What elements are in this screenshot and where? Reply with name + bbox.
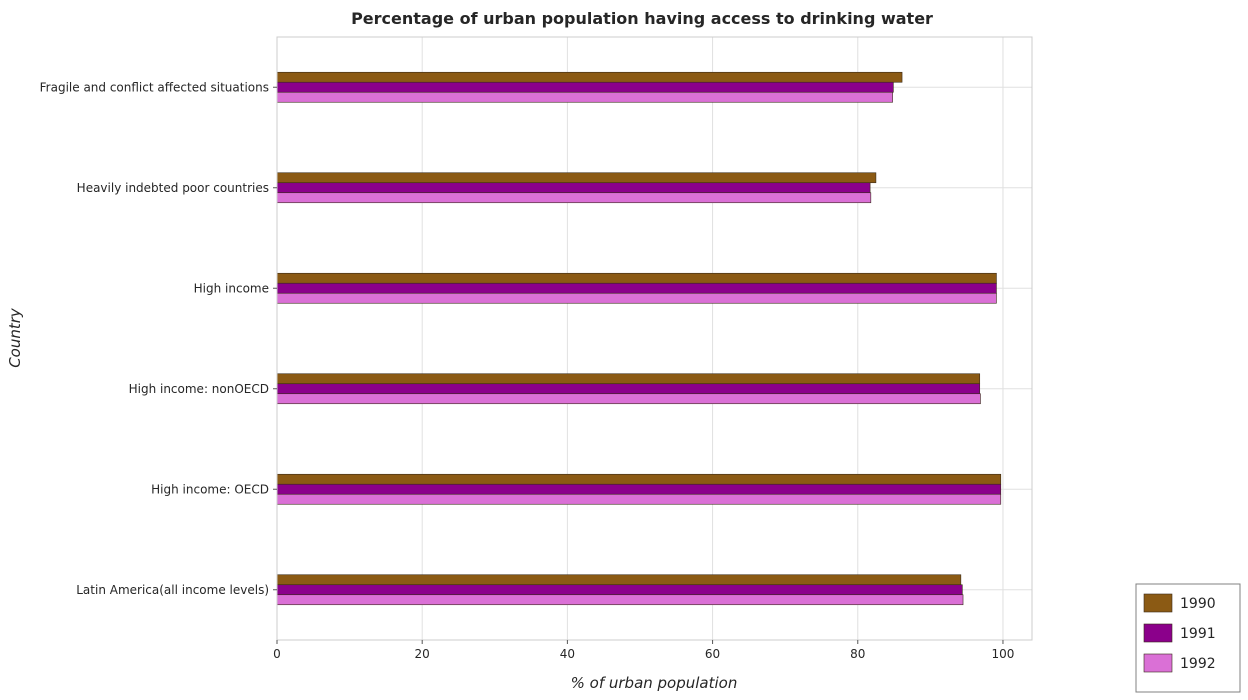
x-tick-label: 20 (415, 647, 430, 661)
bar-1991 (276, 383, 981, 395)
bar-1991 (276, 584, 963, 596)
bar-1992 (276, 292, 997, 304)
bar-1990 (276, 373, 981, 385)
x-tick-label: 100 (992, 647, 1015, 661)
y-tick-label: Heavily indebted poor countries (77, 181, 269, 195)
legend-label-1991: 1991 (1180, 626, 1216, 642)
legend-label-1992: 1992 (1180, 656, 1216, 672)
y-tick-label: High income: nonOECD (129, 382, 269, 396)
x-tick-label: 60 (705, 647, 720, 661)
legend-swatch-1992 (1143, 653, 1173, 673)
y-tick-label: Latin America(all income levels) (76, 583, 269, 597)
bars (276, 71, 1002, 606)
bar-1990 (276, 473, 1002, 485)
bar-1992 (276, 192, 872, 204)
bar-1990 (276, 574, 962, 586)
chart-title: Percentage of urban population having ac… (351, 9, 933, 28)
legend: 1990 1991 1992 (1135, 583, 1241, 693)
bar-1990 (276, 71, 903, 83)
x-tick-label: 0 (273, 647, 281, 661)
bar-1991 (276, 282, 997, 294)
x-tick-label: 40 (560, 647, 575, 661)
legend-swatch-1991 (1143, 623, 1173, 643)
bar-1992 (276, 594, 964, 606)
plot-frame (276, 36, 1033, 641)
bar-1992 (276, 393, 981, 405)
x-axis-ticks: 0 20 40 60 80 100 (273, 640, 1014, 661)
legend-label-1990: 1990 (1180, 596, 1216, 612)
bar-1992 (276, 493, 1002, 505)
x-axis-title: % of urban population (571, 674, 738, 692)
y-tick-label: High income (194, 281, 269, 295)
grid (276, 37, 1032, 640)
bar-1990 (276, 272, 997, 284)
y-tick-label: High income: OECD (151, 482, 269, 496)
bar-1992 (276, 91, 893, 103)
y-axis-title: Country (6, 307, 24, 368)
bar-1991 (276, 483, 1002, 495)
x-tick-label: 80 (850, 647, 865, 661)
y-tick-label: Fragile and conflict affected situations (40, 80, 269, 94)
bar-1991 (276, 81, 894, 93)
legend-swatch-1990 (1143, 593, 1173, 613)
y-axis-ticks: Fragile and conflict affected situations… (40, 80, 277, 597)
bar-1990 (276, 172, 877, 184)
bar-1991 (276, 182, 871, 194)
